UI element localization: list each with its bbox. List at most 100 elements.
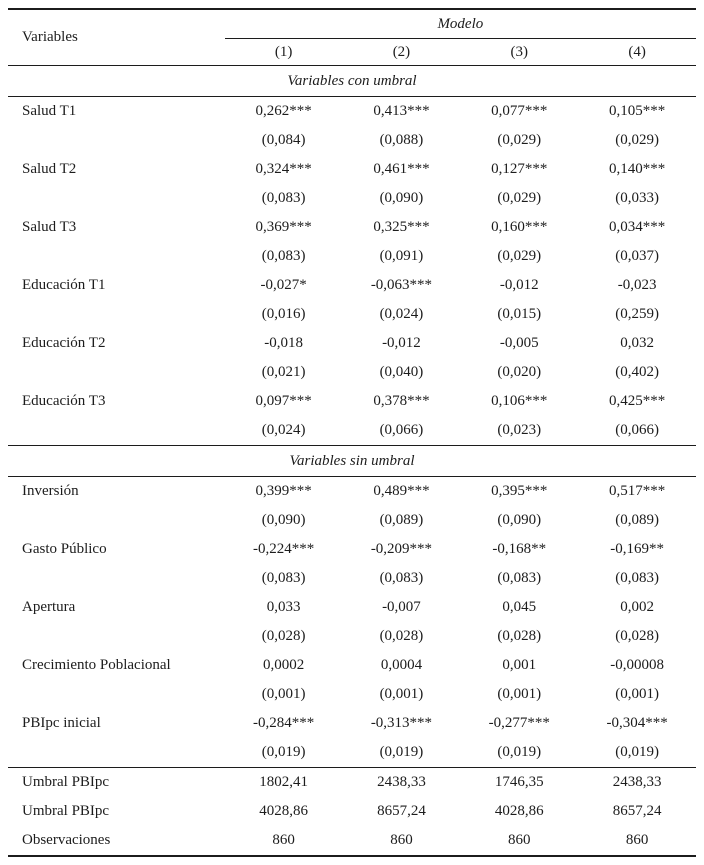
model-column-header: (1) <box>224 38 343 66</box>
standard-error-value: (0,037) <box>615 248 659 264</box>
standard-error-value: (0,089) <box>615 512 659 528</box>
table-body: Variables con umbral Salud T1 0,262*** 0,41… <box>8 65 696 857</box>
variable-label: Inversión <box>22 483 79 499</box>
coefficient-value: -0,209*** <box>370 541 433 557</box>
coefficient-row: Crecimiento Poblacional 0,0002 0,0004 0,001… <box>8 651 696 680</box>
standard-error-value: (0,016) <box>261 306 306 322</box>
coefficient-row: Salud T3 0,369*** 0,325*** 0,160*** 0,034*** <box>8 213 696 242</box>
coefficient-value: 0,127*** <box>491 161 548 177</box>
empty-label-cell <box>8 680 225 709</box>
standard-error-value: (0,083) <box>497 570 542 586</box>
variable-label: Gasto Público <box>22 541 107 557</box>
footer-value: 2438,33 <box>342 767 461 797</box>
coefficient-value: -0,224*** <box>253 541 315 557</box>
coefficient-value: -0,027* <box>260 277 307 293</box>
standard-error-value: (0,001) <box>379 686 424 702</box>
standard-error-value: (0,083) <box>615 570 659 586</box>
standard-error-value: (0,001) <box>615 686 659 702</box>
coefficient-value: 0,001 <box>502 657 537 673</box>
standard-error-value: (0,028) <box>261 628 306 644</box>
standard-error-value: (0,029) <box>497 190 542 206</box>
section-row: Variables sin umbral <box>8 445 696 477</box>
empty-label-cell <box>8 738 225 768</box>
coefficient-value: 0,325*** <box>373 219 430 235</box>
coefficient-value: 0,425*** <box>608 393 666 409</box>
empty-label-cell <box>8 564 225 593</box>
standard-error-value: (0,020) <box>497 364 542 380</box>
coefficient-value: 0,369*** <box>255 219 312 235</box>
standard-error-value: (0,029) <box>497 248 542 264</box>
footer-value: 860 <box>390 832 413 848</box>
standard-error-value: (0,021) <box>261 364 306 380</box>
standard-error-value: (0,019) <box>379 744 424 760</box>
empty-label-cell <box>8 300 225 329</box>
coefficient-row: Salud T2 0,324*** 0,461*** 0,127*** 0,140*** <box>8 155 696 184</box>
coefficient-value: -0,007 <box>382 599 421 615</box>
empty-label-cell <box>8 242 225 271</box>
standard-error-row: (0,083) (0,083) (0,083) (0,083) <box>8 564 696 593</box>
empty-label-cell <box>8 184 225 213</box>
standard-error-value: (0,019) <box>261 744 306 760</box>
coefficient-value: 0,077*** <box>491 103 548 119</box>
footer-value: 860 <box>508 832 531 848</box>
standard-error-row: (0,083) (0,091) (0,029) (0,037) <box>8 242 696 271</box>
coefficient-value: 0,106*** <box>491 393 548 409</box>
standard-error-value: (0,029) <box>497 132 542 148</box>
standard-error-row: (0,024) (0,066) (0,023) (0,066) <box>8 416 696 446</box>
variable-label: Educación T1 <box>22 277 106 293</box>
standard-error-value: (0,024) <box>261 422 306 438</box>
standard-error-row: (0,090) (0,089) (0,090) (0,089) <box>8 506 696 535</box>
coefficient-value: -0,023 <box>617 277 657 293</box>
coefficient-value: -0,304*** <box>606 715 668 731</box>
variable-label: Educación T2 <box>22 335 106 351</box>
footer-label: Umbral PBIpc <box>8 767 225 797</box>
coefficient-value: 0,262*** <box>255 103 312 119</box>
coefficient-row: Educación T1 -0,027* -0,063*** -0,012 -0,023 <box>8 271 696 300</box>
footer-value: 860 <box>272 832 295 848</box>
standard-error-row: (0,021) (0,040) (0,020) (0,402) <box>8 358 696 387</box>
standard-error-value: (0,028) <box>615 628 659 644</box>
variable-label: Salud T3 <box>22 219 77 235</box>
footer-value: 8657,24 <box>612 803 662 819</box>
footer-value: 4028,86 <box>259 803 308 819</box>
coefficient-value: 0,461*** <box>373 161 430 177</box>
standard-error-value: (0,066) <box>615 422 659 438</box>
coefficient-value: -0,313*** <box>370 715 433 731</box>
variable-label: Salud T1 <box>22 103 77 119</box>
footer-value: 4028,86 <box>494 803 544 819</box>
empty-label-cell <box>8 126 225 155</box>
coefficient-value: 0,399*** <box>255 483 312 499</box>
standard-error-value: (0,091) <box>379 248 424 264</box>
coefficient-value: -0,169** <box>610 541 664 557</box>
standard-error-value: (0,015) <box>497 306 542 322</box>
coefficient-value: 0,034*** <box>608 219 666 235</box>
standard-error-value: (0,088) <box>379 132 424 148</box>
standard-error-value: (0,090) <box>497 512 542 528</box>
header-row-top: Variables Modelo <box>8 9 696 66</box>
standard-error-value: (0,028) <box>379 628 424 644</box>
standard-error-value: (0,019) <box>615 744 659 760</box>
coefficient-value: 0,324*** <box>255 161 312 177</box>
model-column-header: (3) <box>460 38 579 66</box>
coefficient-value: 0,160*** <box>491 219 548 235</box>
coefficient-value: 0,489*** <box>373 483 430 499</box>
footer-value: 8657,24 <box>377 803 426 819</box>
model-column-header: (2) <box>342 38 461 66</box>
coefficient-row: Inversión 0,399*** 0,489*** 0,395*** 0,517**… <box>8 477 696 507</box>
coefficient-value: -0,063*** <box>370 277 433 293</box>
coefficient-value: 0,0002 <box>263 657 305 673</box>
coefficient-value: -0,018 <box>264 335 303 351</box>
coefficient-value: -0,00008 <box>610 657 664 673</box>
footer-value: 860 <box>625 832 649 848</box>
standard-error-value: (0,029) <box>615 132 659 148</box>
footer-row: Umbral PBIpc 1802,41 2438,33 1746,35 2438,33 <box>8 767 696 797</box>
footer-label: Observaciones <box>22 832 111 848</box>
section-title: Variables sin umbral <box>8 445 696 477</box>
coefficient-value: -0,284*** <box>253 715 315 731</box>
variable-label: Crecimiento Poblacional <box>22 657 171 673</box>
coefficient-row: Gasto Público -0,224*** -0,209*** -0,168** -… <box>8 535 696 564</box>
variable-label: PBIpc inicial <box>22 715 101 731</box>
coefficient-value: -0,012 <box>499 277 539 293</box>
coefficient-row: Educación T3 0,097*** 0,378*** 0,106*** 0,42… <box>8 387 696 416</box>
